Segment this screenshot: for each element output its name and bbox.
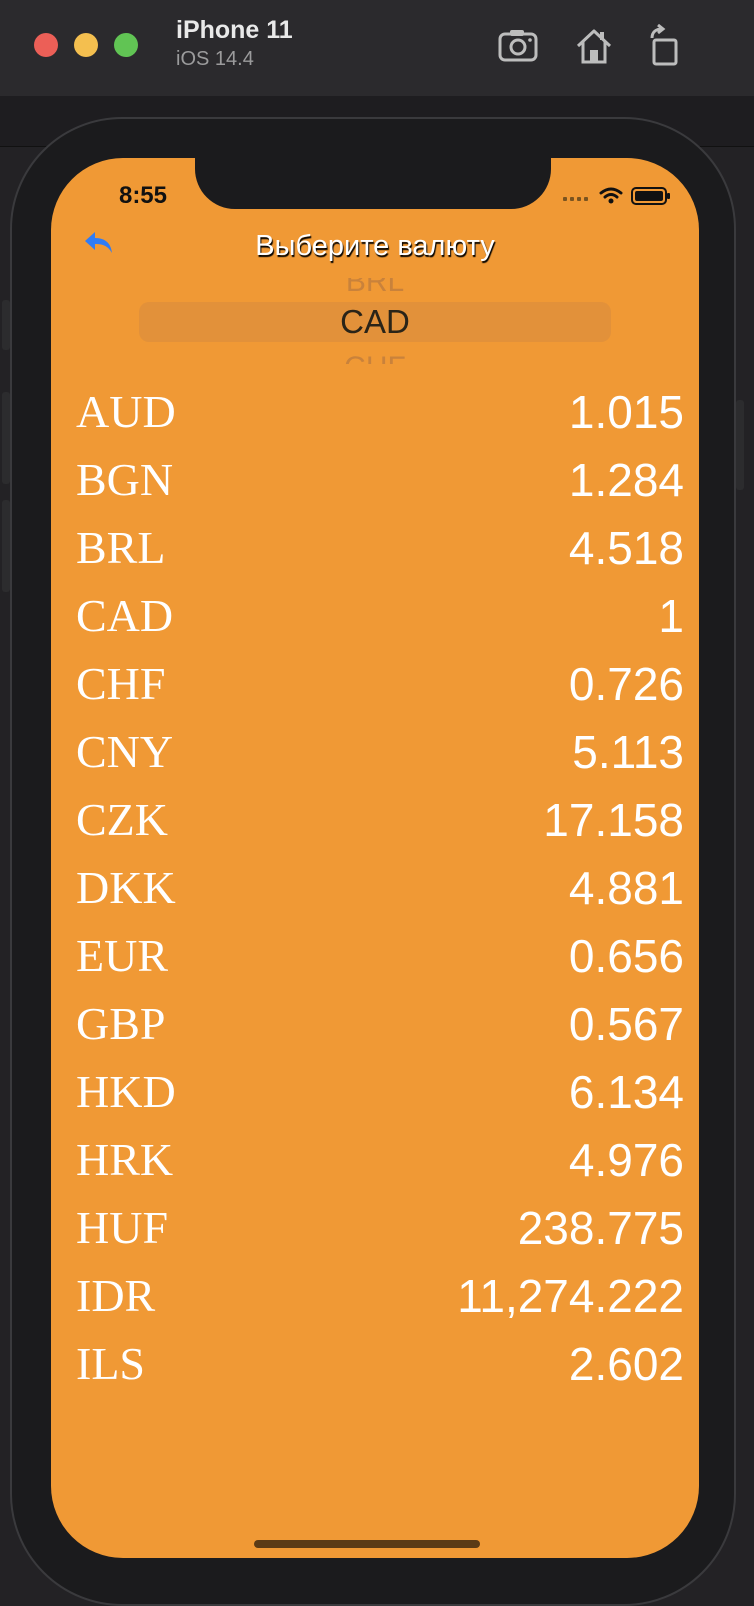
home-icon[interactable]: [572, 24, 616, 68]
currency-code: HUF: [76, 1202, 169, 1253]
currency-code: CAD: [76, 590, 174, 641]
rate-value: 238.775: [517, 1202, 684, 1254]
screenshot-icon[interactable]: [496, 24, 540, 68]
rate-value: 1.015: [568, 386, 684, 438]
status-time: 8:55: [118, 182, 168, 209]
minimize-window-button[interactable]: [74, 33, 98, 57]
nav-title: Выберите валюту: [255, 230, 495, 262]
currency-code: IDR: [76, 1270, 156, 1321]
currency-code: BRL: [76, 522, 166, 573]
side-button-mute: [2, 300, 10, 350]
side-button-power: [736, 400, 744, 490]
rate-value: 4.976: [568, 1134, 684, 1186]
picker-option-above[interactable]: BRL: [345, 278, 405, 296]
wifi-icon: [599, 187, 623, 204]
side-button-volume-down: [2, 500, 10, 592]
rate-value: 0.726: [568, 658, 684, 710]
rotate-icon[interactable]: [642, 23, 686, 68]
currency-picker-selected[interactable]: CAD: [340, 303, 410, 340]
rate-value: 1.284: [568, 454, 684, 506]
phone-screen: 8:55 Выберите валюту BRL CAD CHF AUD 1.01…: [51, 158, 699, 1558]
currency-code: HRK: [76, 1134, 174, 1185]
rate-value: 0.567: [568, 998, 684, 1050]
picker-selection-band: [139, 302, 611, 342]
currency-code: ILS: [76, 1338, 145, 1389]
rate-value: 2.602: [568, 1338, 684, 1390]
rate-row: CZK 17.158: [76, 786, 684, 854]
battery-icon: [631, 187, 670, 205]
cellular-signal-icon: [563, 197, 588, 201]
rate-value: 5.113: [572, 726, 684, 778]
side-button-volume-up: [2, 392, 10, 484]
rate-row: CAD 1: [76, 582, 684, 650]
currency-code: HKD: [76, 1066, 176, 1117]
currency-code: CNY: [76, 726, 174, 777]
rate-row: BRL 4.518: [76, 514, 684, 582]
os-version: iOS 14.4: [176, 48, 254, 70]
simulator-titlebar: iPhone 11 iOS 14.4: [0, 0, 754, 97]
home-indicator[interactable]: [254, 1540, 480, 1548]
rate-value: 17.158: [543, 794, 684, 846]
rate-row: ILS 2.602: [76, 1330, 684, 1398]
close-window-button[interactable]: [34, 33, 58, 57]
rate-row: EUR 0.656: [76, 922, 684, 990]
rate-row: GBP 0.567: [76, 990, 684, 1058]
status-indicators: [563, 184, 671, 208]
rate-row: HRK 4.976: [76, 1126, 684, 1194]
rate-row: CNY 5.113: [76, 718, 684, 786]
rate-value: 11,274.222: [457, 1270, 684, 1322]
picker-option-below[interactable]: CHF: [51, 348, 699, 364]
currency-code: AUD: [76, 386, 176, 437]
rate-value: 6.134: [568, 1066, 684, 1118]
notch: [195, 158, 551, 209]
currency-code: DKK: [76, 862, 176, 913]
device-name: iPhone 11: [176, 16, 293, 44]
zoom-window-button[interactable]: [114, 33, 138, 57]
currency-code: CZK: [76, 794, 168, 845]
rate-row: HKD 6.134: [76, 1058, 684, 1126]
currency-code: CHF: [76, 658, 166, 709]
rate-value: 4.881: [568, 862, 684, 914]
rate-value: 1: [658, 590, 684, 642]
currency-code: EUR: [76, 930, 168, 981]
rate-row: IDR 11,274.222: [76, 1262, 684, 1330]
rates-list: AUD 1.015 BGN 1.284 BRL 4.518 CAD 1 CHF 0.726…: [76, 378, 684, 1398]
rate-row: DKK 4.881: [76, 854, 684, 922]
rate-row: HUF 238.775: [76, 1194, 684, 1262]
rate-row: BGN 1.284: [76, 446, 684, 514]
rate-row: AUD 1.015: [76, 378, 684, 446]
currency-code: GBP: [76, 998, 166, 1049]
rate-value: 4.518: [568, 522, 684, 574]
currency-code: BGN: [76, 454, 174, 505]
rate-value: 0.656: [568, 930, 684, 982]
back-arrow-icon[interactable]: [81, 228, 115, 258]
rate-row: CHF 0.726: [76, 650, 684, 718]
